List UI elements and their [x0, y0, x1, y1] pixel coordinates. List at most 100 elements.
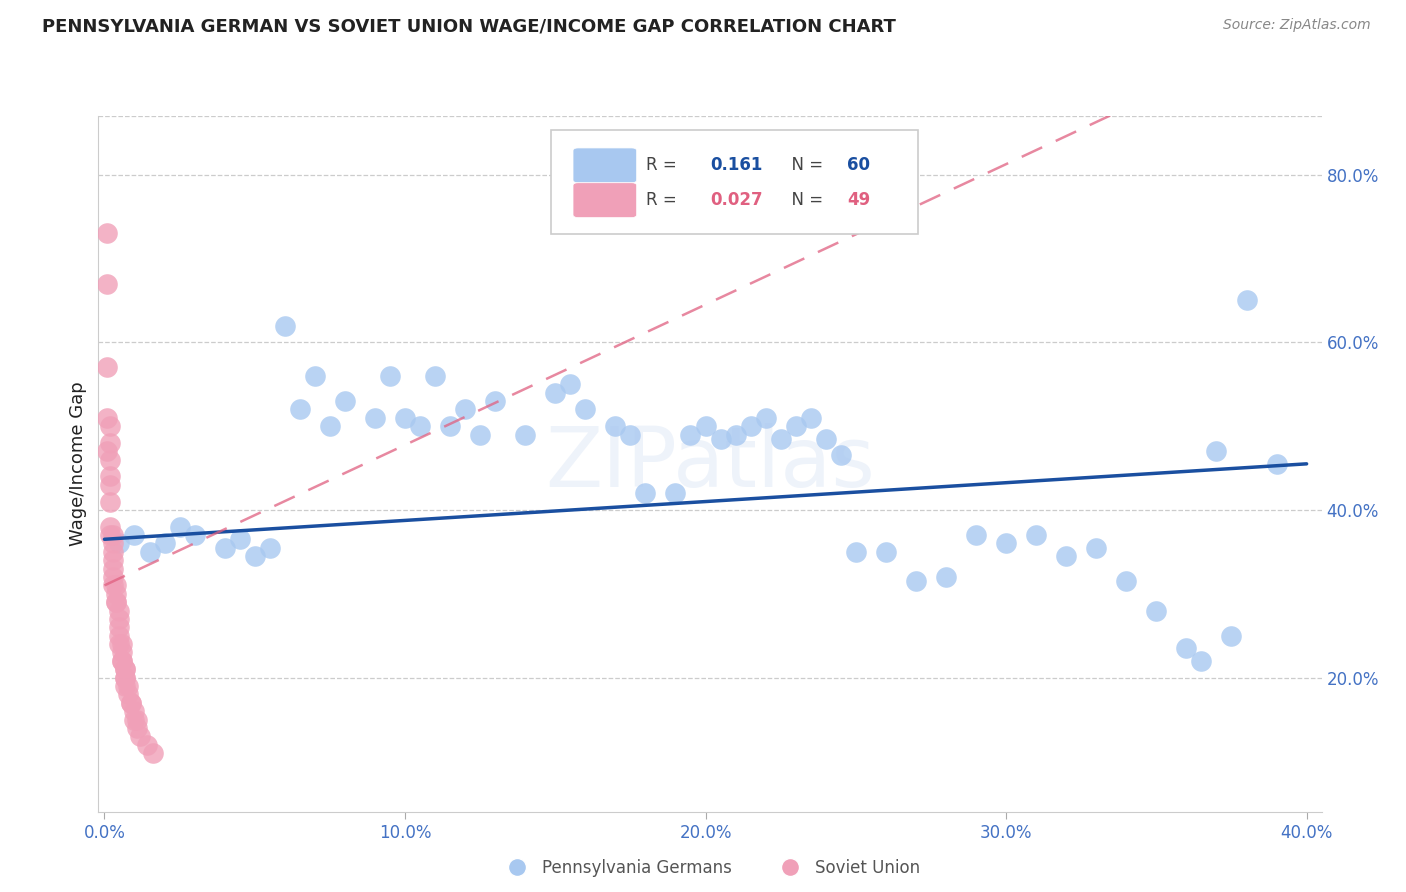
Point — [100, 436, 122, 450]
Point — [515, 427, 537, 442]
Point — [1236, 293, 1258, 308]
Point — [935, 570, 957, 584]
Point — [108, 637, 131, 651]
Point — [394, 410, 416, 425]
Point — [100, 452, 122, 467]
Point — [169, 519, 191, 533]
Point — [664, 486, 686, 500]
Point — [274, 318, 297, 333]
Point — [100, 477, 122, 491]
Point — [574, 402, 596, 417]
Point — [117, 679, 139, 693]
Point — [1054, 549, 1077, 563]
Point — [96, 410, 118, 425]
Point — [96, 277, 118, 291]
Point — [96, 360, 118, 375]
Point — [105, 595, 128, 609]
Text: R =: R = — [647, 191, 682, 209]
Point — [108, 536, 131, 550]
Point — [108, 629, 131, 643]
Point — [785, 419, 807, 434]
Point — [135, 738, 157, 752]
Point — [755, 410, 778, 425]
Text: ZIPatlas: ZIPatlas — [546, 424, 875, 504]
Point — [259, 541, 281, 555]
Point — [1115, 574, 1137, 589]
Point — [114, 679, 136, 693]
Point — [124, 528, 146, 542]
Point — [121, 696, 143, 710]
Point — [183, 528, 205, 542]
Point — [304, 368, 326, 383]
Point — [995, 536, 1018, 550]
Point — [1205, 444, 1227, 458]
Point — [129, 729, 152, 743]
Point — [108, 603, 131, 617]
Point — [100, 494, 122, 508]
Point — [111, 645, 134, 659]
Text: Source: ZipAtlas.com: Source: ZipAtlas.com — [1223, 18, 1371, 32]
Point — [96, 444, 118, 458]
Text: N =: N = — [780, 191, 828, 209]
Text: 0.161: 0.161 — [710, 156, 762, 174]
Point — [100, 519, 122, 533]
Text: 49: 49 — [846, 191, 870, 209]
Point — [800, 410, 823, 425]
Point — [1175, 641, 1198, 656]
FancyBboxPatch shape — [551, 130, 918, 235]
Point — [111, 654, 134, 668]
Point — [468, 427, 491, 442]
Point — [423, 368, 446, 383]
Point — [1025, 528, 1047, 542]
Point — [544, 385, 567, 400]
Point — [117, 687, 139, 701]
Text: PENNSYLVANIA GERMAN VS SOVIET UNION WAGE/INCOME GAP CORRELATION CHART: PENNSYLVANIA GERMAN VS SOVIET UNION WAGE… — [42, 18, 896, 36]
Point — [409, 419, 432, 434]
Point — [634, 486, 657, 500]
Point — [439, 419, 461, 434]
Point — [103, 578, 125, 592]
Point — [114, 662, 136, 676]
Point — [103, 570, 125, 584]
Text: 60: 60 — [846, 156, 870, 174]
Point — [228, 533, 250, 547]
Point — [114, 671, 136, 685]
Point — [679, 427, 702, 442]
Point — [103, 553, 125, 567]
Point — [560, 377, 582, 392]
Point — [1220, 629, 1243, 643]
Point — [96, 227, 118, 241]
Point — [1085, 541, 1108, 555]
Point — [108, 612, 131, 626]
Point — [378, 368, 401, 383]
Point — [243, 549, 266, 563]
Point — [288, 402, 311, 417]
Point — [484, 394, 506, 409]
Point — [105, 578, 128, 592]
Point — [114, 671, 136, 685]
Point — [695, 419, 717, 434]
Point — [1189, 654, 1212, 668]
Point — [124, 704, 146, 718]
Point — [740, 419, 762, 434]
Y-axis label: Wage/Income Gap: Wage/Income Gap — [69, 382, 87, 546]
Point — [364, 410, 387, 425]
Point — [127, 713, 149, 727]
Point — [724, 427, 747, 442]
Point — [100, 528, 122, 542]
Point — [814, 432, 837, 446]
FancyBboxPatch shape — [574, 148, 637, 183]
Point — [830, 449, 852, 463]
Point — [845, 545, 868, 559]
Point — [124, 713, 146, 727]
Point — [605, 419, 627, 434]
Point — [1265, 457, 1288, 471]
Point — [153, 536, 176, 550]
Point — [454, 402, 477, 417]
Legend: Pennsylvania Germans, Soviet Union: Pennsylvania Germans, Soviet Union — [494, 852, 927, 883]
Point — [103, 561, 125, 575]
Point — [103, 528, 125, 542]
Point — [111, 637, 134, 651]
Point — [111, 654, 134, 668]
Point — [105, 587, 128, 601]
